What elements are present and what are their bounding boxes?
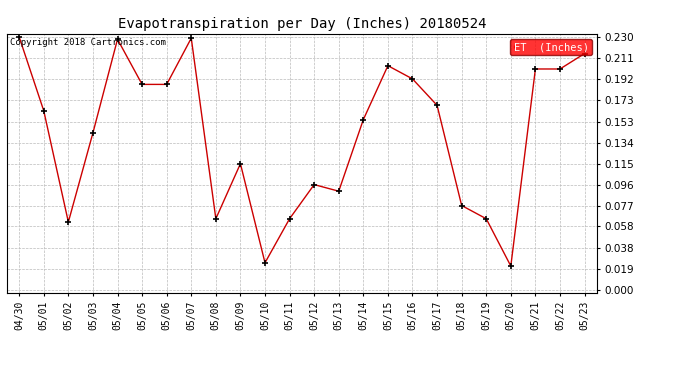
Legend: ET  (Inches): ET (Inches) xyxy=(511,39,591,55)
Text: Copyright 2018 Cartronics.com: Copyright 2018 Cartronics.com xyxy=(10,38,166,46)
Title: Evapotranspiration per Day (Inches) 20180524: Evapotranspiration per Day (Inches) 2018… xyxy=(117,17,486,31)
